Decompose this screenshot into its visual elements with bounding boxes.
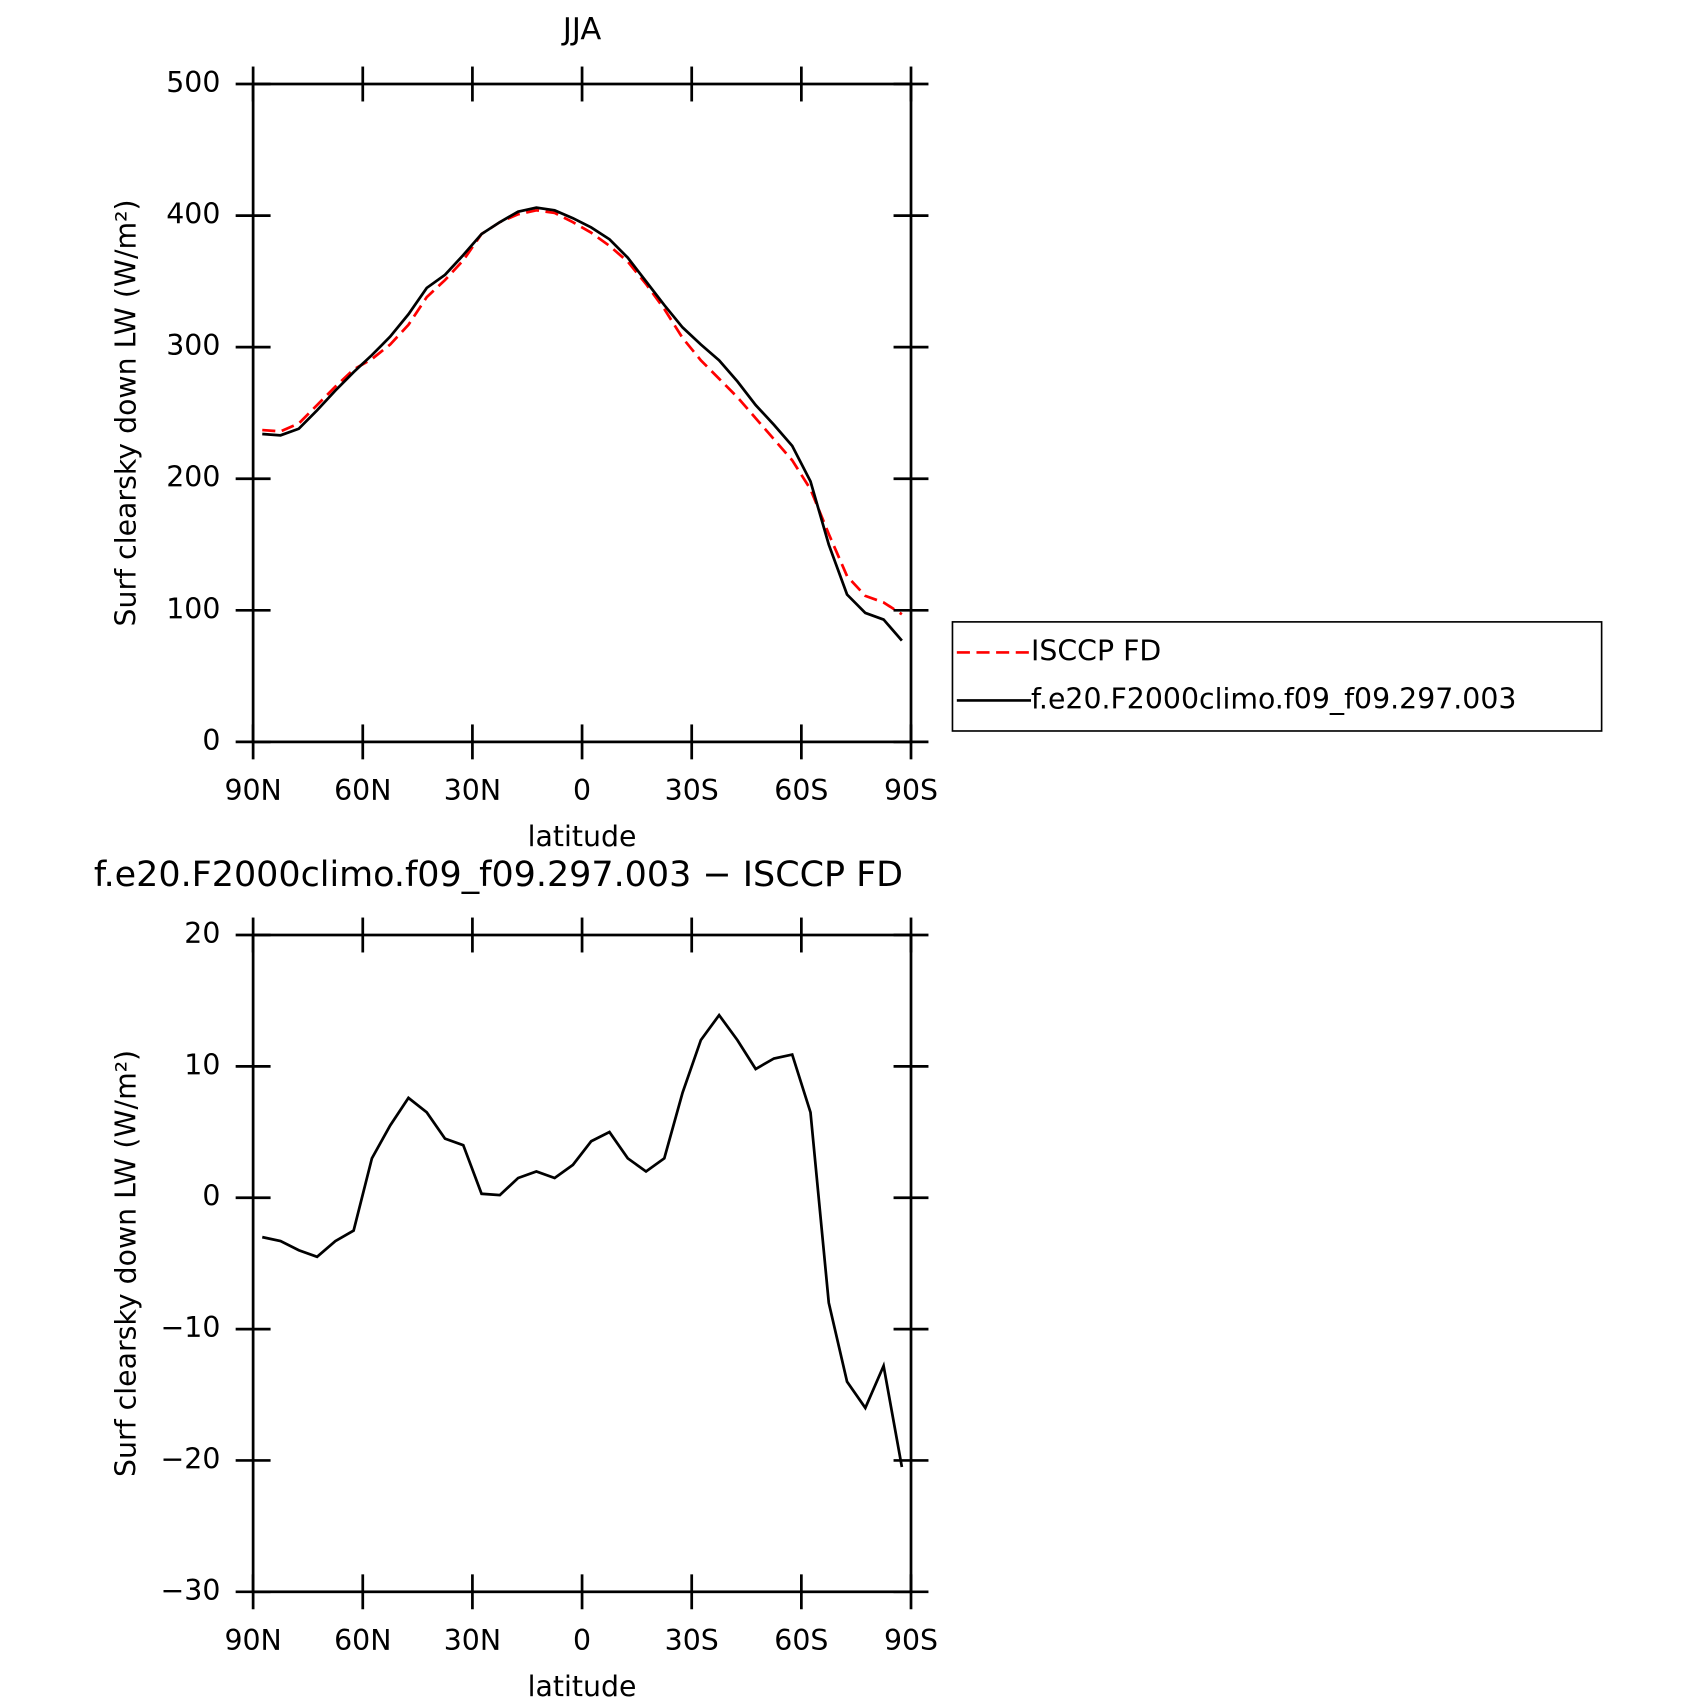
y-tick-label: −20 <box>161 1442 221 1475</box>
y-tick-label: 0 <box>202 724 220 757</box>
x-tick-label: 60N <box>334 774 391 807</box>
x-axis-label: latitude <box>528 1670 637 1702</box>
y-tick-label: 10 <box>184 1048 220 1081</box>
x-tick-label: 90S <box>884 774 938 807</box>
x-axis-label: latitude <box>528 820 637 853</box>
legend-label: ISCCP FD <box>1031 634 1161 667</box>
x-tick-label: 60N <box>334 1624 391 1657</box>
y-tick-label: −30 <box>161 1574 221 1607</box>
x-tick-label: 0 <box>573 1624 591 1657</box>
data-line <box>262 206 903 642</box>
y-tick-label: 500 <box>166 66 220 99</box>
x-tick-label: 90N <box>224 1624 281 1657</box>
y-tick-label: 20 <box>184 917 220 950</box>
y-tick-label: 300 <box>166 329 220 362</box>
plot-frame <box>251 933 913 1594</box>
x-tick-label: 90S <box>884 1624 938 1657</box>
x-tick-label: 90N <box>224 774 281 807</box>
x-tick-label: 30N <box>444 1624 501 1657</box>
x-tick-label: 60S <box>774 774 828 807</box>
y-axis-label: Surf clearsky down LW (W/m²) <box>110 1050 143 1477</box>
y-tick-label: 100 <box>166 592 220 625</box>
legend-box <box>951 621 1603 732</box>
x-tick-label: 30N <box>444 774 501 807</box>
chart-title: JJA <box>561 12 601 47</box>
data-line <box>262 208 903 616</box>
y-tick-label: 200 <box>166 461 220 494</box>
plot-frame <box>251 82 913 744</box>
chart-title: f.e20.F2000climo.f09_f09.297.003 − ISCCP… <box>94 855 903 895</box>
y-tick-label: 0 <box>202 1180 220 1213</box>
y-axis-label: Surf clearsky down LW (W/m²) <box>110 199 143 626</box>
x-tick-label: 30S <box>665 774 719 807</box>
x-tick-label: 0 <box>573 774 591 807</box>
y-tick-label: −10 <box>161 1311 221 1344</box>
y-tick-label: 400 <box>166 198 220 231</box>
x-tick-label: 30S <box>665 1624 719 1657</box>
data-line <box>261 1012 904 1468</box>
x-tick-label: 60S <box>774 1624 828 1657</box>
legend-label: f.e20.F2000climo.f09_f09.297.003 <box>1031 682 1516 715</box>
